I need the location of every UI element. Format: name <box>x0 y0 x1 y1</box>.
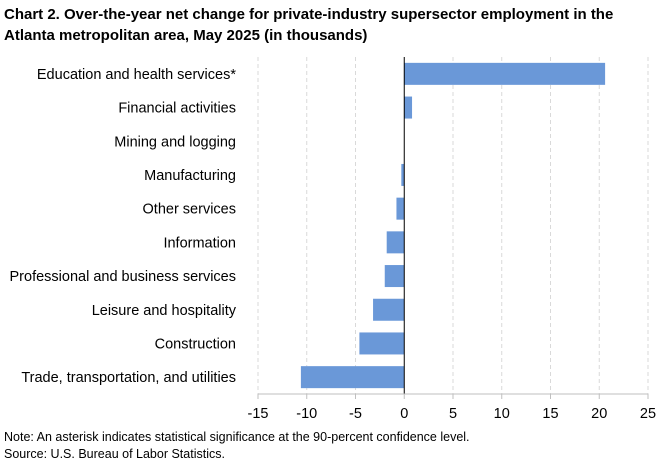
footnote-source: Source: U.S. Bureau of Labor Statistics. <box>4 447 225 461</box>
category-label: Education and health services* <box>37 67 236 83</box>
x-tick-label: 0 <box>400 406 408 422</box>
bars <box>300 62 606 389</box>
bar <box>404 96 413 119</box>
grid-lines <box>257 57 649 394</box>
category-label: Information <box>163 235 236 251</box>
bar <box>359 332 405 355</box>
x-tick-label: 10 <box>494 406 510 422</box>
chart-title: Chart 2. Over-the-year net change for pr… <box>4 6 614 44</box>
tick-labels: -15 -10 -5 0 5 10 15 20 25 <box>248 406 657 422</box>
bar <box>373 298 405 321</box>
category-label: Trade, transportation, and utilities <box>21 370 236 386</box>
category-label: Mining and logging <box>114 134 236 150</box>
bar <box>401 163 405 186</box>
x-tick-label: 15 <box>542 406 558 422</box>
category-label: Construction <box>155 336 236 352</box>
x-tick-label: 5 <box>449 406 457 422</box>
category-label: Manufacturing <box>144 168 236 184</box>
x-tick-label: -5 <box>349 406 362 422</box>
category-label: Leisure and hospitality <box>92 303 237 319</box>
x-tick-label: 20 <box>591 406 607 422</box>
category-label: Financial activities <box>118 101 236 117</box>
x-tick-label: 25 <box>640 406 656 422</box>
category-label: Other services <box>143 202 236 218</box>
category-label: Professional and business services <box>10 269 236 285</box>
x-tick-label: -15 <box>248 406 269 422</box>
bar <box>300 366 405 389</box>
axes <box>257 57 649 399</box>
footnote-note: Note: An asterisk indicates statistical … <box>4 430 470 444</box>
category-labels: Education and health services* Financial … <box>10 67 237 386</box>
x-tick-label: -10 <box>296 406 317 422</box>
bar <box>384 265 405 288</box>
bar <box>396 197 405 220</box>
bar <box>386 231 405 254</box>
bar <box>404 62 606 85</box>
